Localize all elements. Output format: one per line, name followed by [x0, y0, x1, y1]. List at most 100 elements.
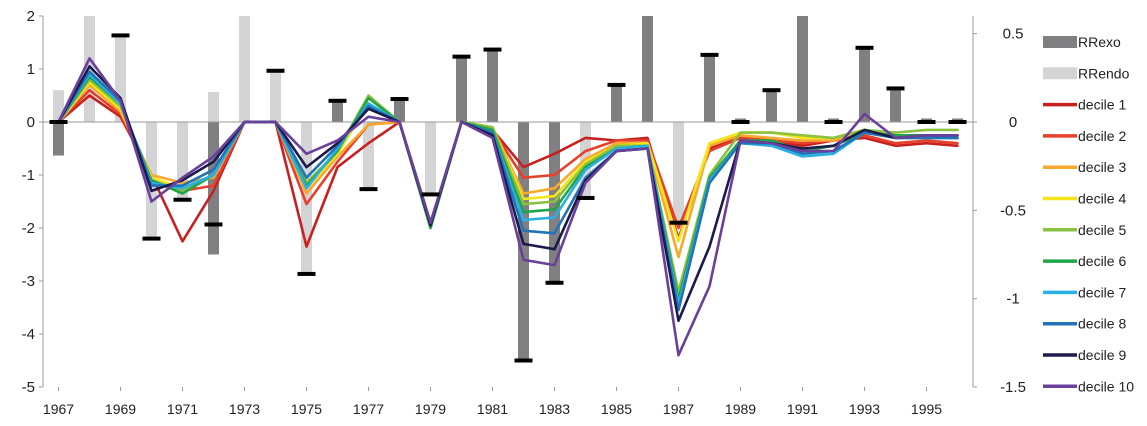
x-tick-label: 1975 [291, 401, 322, 417]
bar-rrendo-1967 [53, 90, 64, 122]
marker-1975 [297, 271, 316, 276]
x-tick-label: 1983 [539, 401, 570, 417]
x-tick-label: 1977 [353, 401, 384, 417]
bar-rrexo-1988 [704, 54, 715, 122]
left-tick-label: 1 [27, 61, 35, 78]
legend-entry-decile-5: decile 5 [1043, 222, 1126, 238]
bar-rrexo-1981 [487, 49, 498, 122]
marker-1979 [421, 192, 440, 197]
legend-entry-decile-8: decile 8 [1043, 316, 1126, 332]
x-tick-label: 1987 [663, 401, 694, 417]
bar-rrexo-1978 [394, 99, 405, 122]
bar-rrexo-1994 [890, 88, 901, 122]
marker-1980 [452, 54, 471, 59]
legend-entry-decile-7: decile 7 [1043, 284, 1126, 300]
legend-entry-decile-9: decile 9 [1043, 347, 1126, 363]
x-tick-label: 1985 [601, 401, 632, 417]
marker-1970 [142, 236, 161, 241]
x-tick-label: 1993 [849, 401, 880, 417]
bar-rrexo-1990 [766, 90, 777, 122]
markers-layer [49, 33, 967, 363]
left-tick-label: -3 [22, 273, 35, 290]
marker-1982 [514, 358, 533, 363]
legend-label: decile 1 [1078, 97, 1126, 113]
legend: RRexo RRendo decile 1 decile 2 decile 3 decil… [1043, 34, 1134, 394]
legend-label: decile 9 [1078, 347, 1126, 363]
left-tick-label: -1 [22, 167, 35, 184]
x-tick-label: 1971 [167, 401, 198, 417]
legend-swatch [1043, 36, 1077, 48]
line-decile-2 [57, 88, 959, 230]
bar-rrexo-1976 [332, 100, 343, 122]
right-tick-label: -1 [1006, 291, 1019, 308]
legend-label: decile 6 [1078, 253, 1126, 269]
lines-layer [57, 57, 959, 357]
bar-rrendo-1969 [115, 37, 126, 123]
legend-entry-RRexo: RRexo [1043, 34, 1121, 50]
legend-label: decile 2 [1078, 128, 1126, 144]
bar-rrexo-1985 [611, 84, 622, 122]
legend-entry-decile-3: decile 3 [1043, 159, 1126, 175]
x-tick-label: 1973 [229, 401, 260, 417]
bar-rrexo-1980 [456, 56, 467, 123]
right-tick-label: -0.5 [1000, 202, 1026, 219]
bar-rrexo-1991 [797, 16, 808, 122]
marker-1977 [359, 187, 378, 192]
legend-entry-decile-4: decile 4 [1043, 191, 1126, 207]
bar-rrendo-1973 [239, 16, 250, 122]
bar-rrendo-1977 [363, 122, 374, 190]
marker-1992 [824, 120, 843, 124]
marker-1983 [545, 280, 564, 285]
legend-label: decile 10 [1078, 378, 1134, 394]
legend-label: decile 7 [1078, 284, 1126, 300]
marker-1981 [483, 47, 502, 52]
marker-1985 [607, 82, 626, 87]
marker-1984 [576, 195, 595, 200]
legend-label: decile 3 [1078, 159, 1126, 175]
marker-1978 [390, 97, 409, 102]
legend-swatch [1043, 67, 1077, 80]
legend-label: decile 5 [1078, 222, 1126, 238]
bar-rrendo-1987 [673, 122, 684, 223]
legend-entry-decile-2: decile 2 [1043, 128, 1126, 144]
marker-1969 [111, 33, 130, 38]
bar-rrendo-1972 [208, 91, 219, 122]
legend-entry-decile-6: decile 6 [1043, 253, 1126, 269]
bar-rrexo-1993 [859, 47, 870, 122]
left-tick-label: 0 [27, 114, 35, 131]
legend-label: RRexo [1078, 34, 1121, 50]
marker-1993 [855, 45, 874, 50]
line-decile-4 [57, 81, 959, 243]
marker-1995 [917, 120, 936, 124]
x-tick-label: 1989 [725, 401, 756, 417]
left-tick-label: 2 [27, 8, 35, 25]
x-tick-label: 1969 [105, 401, 136, 417]
right-tick-label: 0 [1009, 114, 1017, 131]
marker-1989 [731, 120, 750, 124]
legend-label: decile 4 [1078, 191, 1126, 207]
line-decile-10 [57, 57, 959, 357]
left-tick-label: -2 [22, 220, 35, 237]
marker-1976 [328, 98, 347, 103]
marker-1972 [204, 222, 223, 227]
right-tick-label: 0.5 [1003, 26, 1024, 43]
marker-1994 [886, 86, 905, 91]
legend-entry-decile-10: decile 10 [1043, 378, 1134, 394]
bar-rrendo-1971 [177, 122, 188, 200]
x-tick-label: 1991 [787, 401, 818, 417]
marker-1974 [266, 68, 285, 73]
legend-entry-RRendo: RRendo [1043, 65, 1130, 81]
bar-rrendo-1975 [301, 122, 312, 274]
left-tick-label: -4 [22, 326, 35, 343]
right-tick-label: -1.5 [1000, 379, 1026, 396]
marker-1971 [173, 197, 192, 202]
left-tick-label: -5 [22, 379, 35, 396]
bar-rrendo-1979 [425, 122, 436, 195]
bar-rrendo-1974 [270, 70, 281, 122]
legend-entry-decile-1: decile 1 [1043, 97, 1126, 113]
marker-1987 [669, 220, 688, 225]
x-tick-label: 1967 [43, 401, 74, 417]
bar-rrexo-1986 [642, 16, 653, 122]
